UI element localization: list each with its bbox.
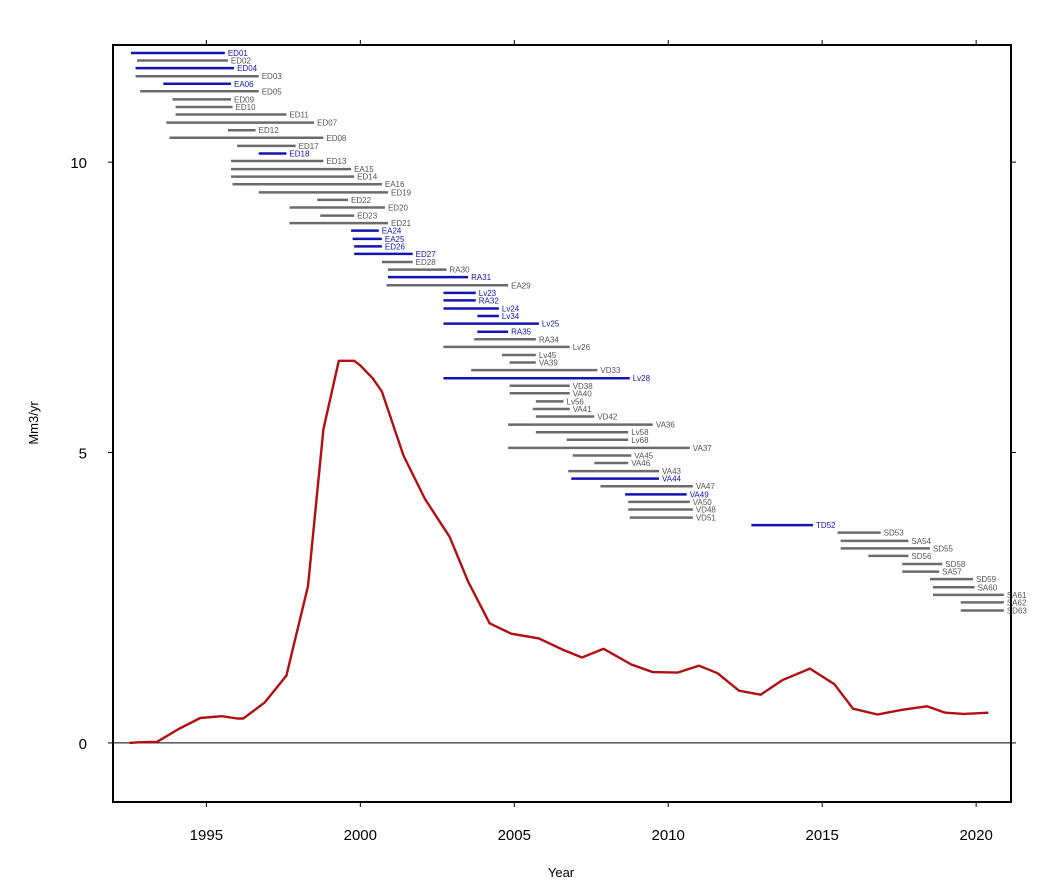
interval-label-lv34: Lv34 — [502, 312, 520, 321]
interval-label-ea06: EA06 — [234, 80, 254, 89]
y-tick-label-10: 10 — [70, 155, 87, 172]
x-tick-label-2015: 2015 — [805, 827, 838, 844]
x-tick-label-2005: 2005 — [498, 827, 531, 844]
interval-label-ea24: EA24 — [382, 227, 402, 236]
interval-label-ed27: ED27 — [416, 250, 437, 259]
y-tick-label-0: 0 — [79, 736, 87, 753]
interval-label-ed17: ED17 — [299, 142, 320, 151]
interval-label-lv24: Lv24 — [502, 305, 520, 314]
interval-label-sd53: SD53 — [884, 529, 905, 538]
interval-label-ed05: ED05 — [262, 87, 283, 96]
interval-label-va46: VA46 — [631, 459, 651, 468]
interval-label-ea16: EA16 — [385, 180, 405, 189]
interval-label-ed11: ED11 — [289, 111, 309, 120]
interval-label-sa60: SA60 — [978, 583, 998, 592]
x-tick-label-2020: 2020 — [959, 827, 992, 844]
interval-label-ed19: ED19 — [391, 188, 412, 197]
interval-label-va50: VA50 — [693, 498, 713, 507]
interval-label-ed08: ED08 — [326, 134, 347, 143]
interval-label-lv68: Lv68 — [631, 436, 649, 445]
interval-label-lv28: Lv28 — [633, 374, 651, 383]
interval-label-ra35: RA35 — [511, 328, 532, 337]
interval-label-ra32: RA32 — [479, 296, 500, 305]
interval-label-va47: VA47 — [696, 482, 716, 491]
interval-label-ed18: ED18 — [289, 149, 310, 158]
interval-label-va43: VA43 — [662, 467, 682, 476]
interval-label-ea25: EA25 — [385, 235, 405, 244]
series-line-0 — [129, 359, 989, 745]
interval-label-ra34: RA34 — [539, 335, 560, 344]
x-tick-label-2000: 2000 — [344, 827, 377, 844]
interval-label-ed20: ED20 — [388, 203, 409, 212]
interval-label-vd51: VD51 — [696, 514, 717, 523]
y-tick-label-5: 5 — [79, 446, 87, 463]
interval-label-vd38: VD38 — [573, 382, 594, 391]
interval-label-ed23: ED23 — [357, 212, 378, 221]
interval-label-sa57: SA57 — [942, 568, 962, 577]
interval-label-ed04: ED04 — [237, 64, 258, 73]
interval-label-lv45: Lv45 — [539, 351, 557, 360]
interval-label-sa62: SA62 — [1007, 598, 1027, 607]
interval-label-va37: VA37 — [693, 444, 713, 453]
interval-label-ed09: ED09 — [234, 95, 255, 104]
interval-label-lv23: Lv23 — [479, 289, 497, 298]
interval-label-ed22: ED22 — [351, 196, 372, 205]
interval-label-ed10: ED10 — [236, 103, 257, 112]
interval-label-ed26: ED26 — [385, 242, 406, 251]
interval-label-sd56: SD56 — [911, 552, 932, 561]
interval-label-sa54: SA54 — [911, 537, 931, 546]
interval-label-lv58: Lv58 — [631, 428, 649, 437]
interval-label-sd58: SD58 — [945, 560, 966, 569]
interval-label-ed13: ED13 — [326, 157, 347, 166]
interval-label-sa61: SA61 — [1007, 591, 1027, 600]
interval-label-ra30: RA30 — [450, 266, 471, 275]
y-axis-title: Mm3/yr — [26, 401, 41, 445]
axis-ticks: 1995 2000 2005 2010 2015 2020 0 5 10 — [70, 40, 1016, 844]
interval-label-va44: VA44 — [662, 475, 682, 484]
interval-label-ea15: EA15 — [354, 165, 374, 174]
interval-label-va36: VA36 — [656, 421, 676, 430]
interval-label-vd33: VD33 — [600, 366, 621, 375]
interval-label-vd48: VD48 — [696, 505, 717, 514]
interval-label-va45: VA45 — [634, 451, 654, 460]
interval-label-td52: TD52 — [816, 521, 836, 530]
interval-label-va41: VA41 — [573, 405, 593, 414]
x-tick-label-2010: 2010 — [652, 827, 685, 844]
interval-label-ed01: ED01 — [228, 49, 249, 58]
interval-label-ed21: ED21 — [391, 219, 412, 228]
interval-label-lv26: Lv26 — [573, 343, 591, 352]
interval-label-sd59: SD59 — [976, 575, 997, 584]
interval-label-ed28: ED28 — [416, 258, 437, 267]
interval-label-vd42: VD42 — [597, 413, 618, 422]
x-tick-label-1995: 1995 — [190, 827, 223, 844]
x-axis-title: Year — [548, 865, 575, 880]
interval-label-lv56: Lv56 — [567, 397, 585, 406]
interval-label-sd55: SD55 — [933, 544, 954, 553]
interval-label-sd63: SD63 — [1007, 607, 1028, 616]
interval-label-va39: VA39 — [539, 359, 559, 368]
interval-label-ed07: ED07 — [317, 119, 338, 128]
interval-label-ra31: RA31 — [471, 273, 492, 282]
interval-label-ea29: EA29 — [511, 281, 531, 290]
interval-label-ed14: ED14 — [357, 173, 378, 182]
interval-label-ed12: ED12 — [259, 126, 280, 135]
interval-label-lv25: Lv25 — [542, 320, 560, 329]
interval-label-ed03: ED03 — [262, 72, 283, 81]
interval-label-va49: VA49 — [690, 490, 710, 499]
plot-frame — [112, 44, 1012, 803]
interval-label-ed02: ED02 — [231, 57, 252, 66]
interval-label-va40: VA40 — [573, 389, 593, 398]
